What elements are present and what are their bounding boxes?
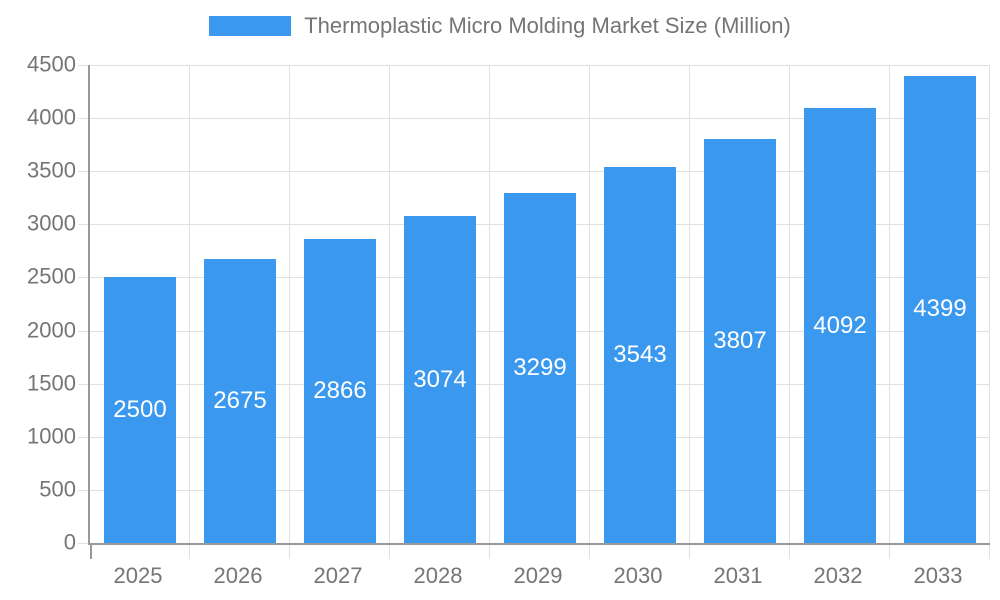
grid-line-v bbox=[589, 65, 590, 543]
y-tick bbox=[78, 383, 88, 385]
y-tick bbox=[78, 489, 88, 491]
grid-line-v bbox=[389, 65, 390, 543]
bar: 2500 bbox=[104, 277, 176, 543]
bar-value-label: 3807 bbox=[713, 326, 767, 354]
bar-value-label: 4092 bbox=[813, 311, 867, 339]
x-axis-label: 2031 bbox=[713, 563, 763, 588]
y-tick bbox=[78, 224, 88, 226]
x-axis-label: 2026 bbox=[213, 563, 263, 588]
bar-value-label: 4399 bbox=[913, 295, 967, 323]
bar-value-label: 3299 bbox=[513, 353, 567, 381]
y-axis-label: 0 bbox=[63, 529, 76, 555]
x-tick bbox=[689, 545, 690, 559]
y-tick bbox=[78, 436, 88, 438]
plot-area: 2500 2675 2866 3074 3299 3543 3807 4092 4399 bbox=[78, 65, 990, 559]
x-tick bbox=[389, 545, 390, 559]
x-tick bbox=[189, 545, 190, 559]
y-tick bbox=[78, 118, 88, 120]
grid-line-v bbox=[489, 65, 490, 543]
x-axis-label: 2032 bbox=[813, 563, 863, 588]
y-axis-label: 2000 bbox=[27, 317, 76, 343]
bar-value-label: 2675 bbox=[213, 386, 267, 414]
x-axis-label: 2028 bbox=[413, 563, 463, 588]
bar-value-label: 3074 bbox=[413, 365, 467, 393]
bar: 3543 bbox=[604, 166, 676, 543]
y-axis-label: 4500 bbox=[27, 51, 76, 77]
grid-line-h bbox=[90, 65, 990, 66]
grid-line-v bbox=[989, 65, 990, 543]
x-axis-label: 2029 bbox=[513, 563, 563, 588]
bar: 2866 bbox=[304, 238, 376, 543]
grid-line-h bbox=[90, 171, 990, 173]
x-axis-label: 2033 bbox=[913, 563, 963, 588]
y-axis-labels: 0 500 1000 1500 2000 2500 3000 3500 4000 4500 bbox=[0, 51, 76, 554]
y-axis-label: 2500 bbox=[27, 263, 76, 289]
x-tick bbox=[90, 545, 92, 559]
bar-value-label: 3543 bbox=[613, 340, 667, 368]
grid-line-v bbox=[289, 65, 290, 543]
y-tick bbox=[78, 330, 88, 332]
grid-line-v bbox=[889, 65, 890, 543]
legend-swatch bbox=[209, 16, 292, 36]
bar-value-label: 2866 bbox=[313, 376, 367, 404]
x-axis-label: 2025 bbox=[113, 563, 163, 588]
x-tick bbox=[889, 545, 890, 559]
x-tick bbox=[589, 545, 590, 559]
grid-line-v bbox=[189, 65, 190, 543]
bar: 3074 bbox=[404, 216, 476, 543]
grid-line-v bbox=[789, 65, 790, 543]
bar: 2675 bbox=[204, 258, 276, 543]
y-tick bbox=[78, 277, 88, 279]
x-tick bbox=[789, 545, 790, 559]
bar-value-label: 2500 bbox=[113, 396, 167, 424]
x-axis-labels: 2025 2026 2027 2028 2029 2030 2031 2032 2033 bbox=[88, 557, 988, 591]
bar: 4399 bbox=[904, 75, 976, 543]
x-axis-label: 2030 bbox=[613, 563, 663, 588]
bar: 3807 bbox=[704, 138, 776, 543]
x-tick bbox=[289, 545, 290, 559]
x-tick bbox=[989, 545, 990, 559]
x-tick bbox=[489, 545, 490, 559]
legend: Thermoplastic Micro Molding Market Size … bbox=[0, 13, 1000, 39]
y-axis-label: 1000 bbox=[27, 423, 76, 449]
y-axis-label: 1500 bbox=[27, 370, 76, 396]
y-axis-label: 3500 bbox=[27, 157, 76, 183]
y-tick bbox=[78, 543, 88, 544]
y-tick bbox=[78, 171, 88, 173]
y-axis-label: 4000 bbox=[27, 104, 76, 130]
grid-line-v bbox=[689, 65, 690, 543]
grid-line-h bbox=[90, 118, 990, 120]
y-axis-label: 3000 bbox=[27, 210, 76, 236]
bar: 4092 bbox=[804, 108, 876, 543]
legend-label: Thermoplastic Micro Molding Market Size … bbox=[304, 13, 791, 38]
y-axis-label: 500 bbox=[39, 476, 76, 502]
bar: 3299 bbox=[504, 192, 576, 543]
y-tick bbox=[78, 65, 88, 66]
x-axis-label: 2027 bbox=[313, 563, 363, 588]
